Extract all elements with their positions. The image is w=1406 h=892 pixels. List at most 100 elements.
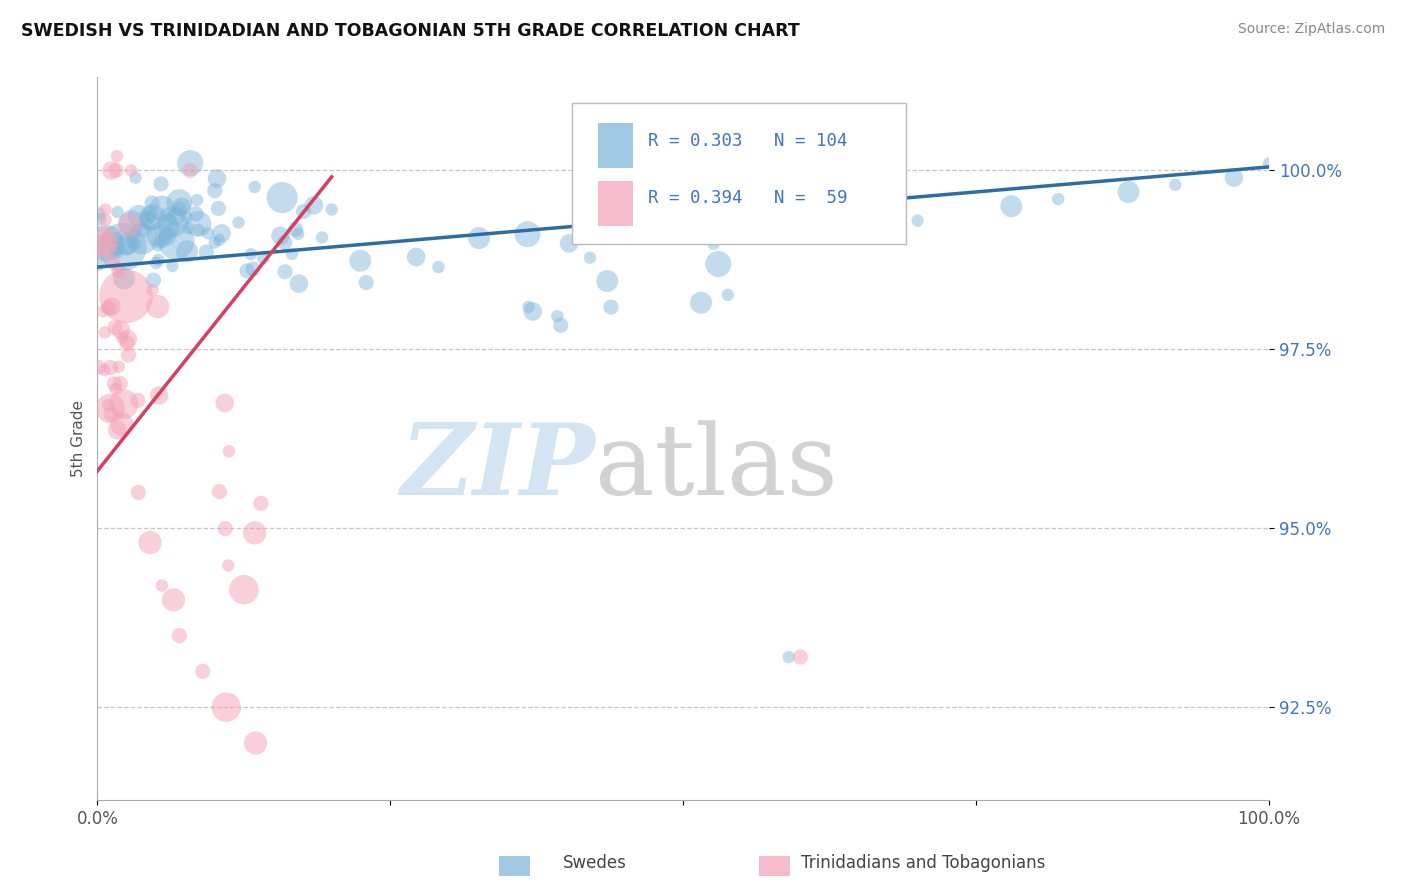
Point <box>117 332 139 346</box>
Point <box>321 202 343 217</box>
Point <box>558 236 581 251</box>
Point <box>191 665 214 679</box>
Point <box>115 239 138 253</box>
Point <box>292 204 315 219</box>
Point <box>169 202 191 216</box>
Text: SWEDISH VS TRINIDADIAN AND TOBAGONIAN 5TH GRADE CORRELATION CHART: SWEDISH VS TRINIDADIAN AND TOBAGONIAN 5T… <box>21 22 800 40</box>
Point <box>281 247 304 261</box>
Text: ZIP: ZIP <box>401 419 595 516</box>
Point <box>165 234 187 248</box>
Point <box>600 300 623 314</box>
Point <box>115 336 138 351</box>
Point <box>162 592 184 607</box>
Point <box>105 163 128 178</box>
Point <box>162 259 184 273</box>
Point <box>214 396 236 410</box>
Point <box>131 223 153 237</box>
Point <box>107 205 129 219</box>
Point <box>110 323 132 337</box>
Point <box>717 288 740 302</box>
Point <box>91 304 114 318</box>
Point <box>89 206 111 220</box>
Point <box>468 231 491 245</box>
Point <box>1000 199 1022 213</box>
Point <box>522 304 544 318</box>
Point <box>105 245 128 260</box>
Point <box>111 240 134 254</box>
Point <box>105 231 128 245</box>
Point <box>187 223 209 237</box>
Point <box>124 170 146 185</box>
Point <box>115 237 138 252</box>
Point <box>139 210 162 224</box>
Point <box>165 210 187 224</box>
Point <box>169 629 191 643</box>
Point <box>176 244 198 259</box>
Point <box>179 156 201 170</box>
Point <box>778 650 800 665</box>
Point <box>112 271 135 285</box>
Point <box>108 359 131 374</box>
Point <box>139 535 162 549</box>
Point <box>550 318 572 333</box>
Text: atlas: atlas <box>595 420 838 516</box>
Bar <box>598 181 633 226</box>
Point <box>105 423 128 437</box>
Point <box>302 198 325 212</box>
Point <box>204 235 226 250</box>
Point <box>243 180 266 194</box>
Point <box>702 236 724 251</box>
Bar <box>598 123 633 168</box>
Point <box>287 227 309 241</box>
Point <box>517 300 540 314</box>
Point <box>112 397 135 411</box>
Point <box>94 212 117 227</box>
Point <box>215 700 238 714</box>
Point <box>142 273 165 287</box>
Point <box>104 382 127 396</box>
Point <box>195 244 218 259</box>
Point <box>131 232 153 246</box>
Point <box>120 163 142 178</box>
Point <box>146 300 169 314</box>
Point <box>405 250 427 264</box>
Point <box>150 578 173 592</box>
Point <box>87 360 110 375</box>
Point <box>94 326 117 340</box>
Point <box>121 229 143 244</box>
Point <box>97 398 120 412</box>
Point <box>813 227 835 242</box>
Point <box>141 195 163 210</box>
Point <box>101 255 124 269</box>
Point <box>184 207 207 221</box>
Point <box>427 260 450 274</box>
Point <box>1047 192 1070 206</box>
Point <box>596 274 619 288</box>
Point <box>145 256 167 270</box>
Point <box>162 215 184 229</box>
FancyBboxPatch shape <box>572 103 905 244</box>
Point <box>100 300 122 314</box>
Point <box>204 184 226 198</box>
Point <box>105 241 128 255</box>
Point <box>115 289 138 303</box>
Point <box>93 234 115 248</box>
Text: R = 0.303   N = 104: R = 0.303 N = 104 <box>648 132 848 150</box>
Y-axis label: 5th Grade: 5th Grade <box>72 401 86 477</box>
Point <box>105 149 128 163</box>
Text: R = 0.394   N =  59: R = 0.394 N = 59 <box>648 189 848 208</box>
Point <box>128 209 150 223</box>
Point <box>236 264 259 278</box>
Point <box>100 407 122 421</box>
Point <box>176 211 198 225</box>
Point <box>107 264 129 278</box>
Point <box>93 363 115 377</box>
Point <box>138 218 160 232</box>
Point <box>546 309 568 323</box>
Point <box>149 234 172 248</box>
Text: Source: ZipAtlas.com: Source: ZipAtlas.com <box>1237 22 1385 37</box>
Point <box>141 210 163 224</box>
Point <box>187 217 209 231</box>
Point <box>690 295 713 310</box>
Point <box>239 247 262 261</box>
